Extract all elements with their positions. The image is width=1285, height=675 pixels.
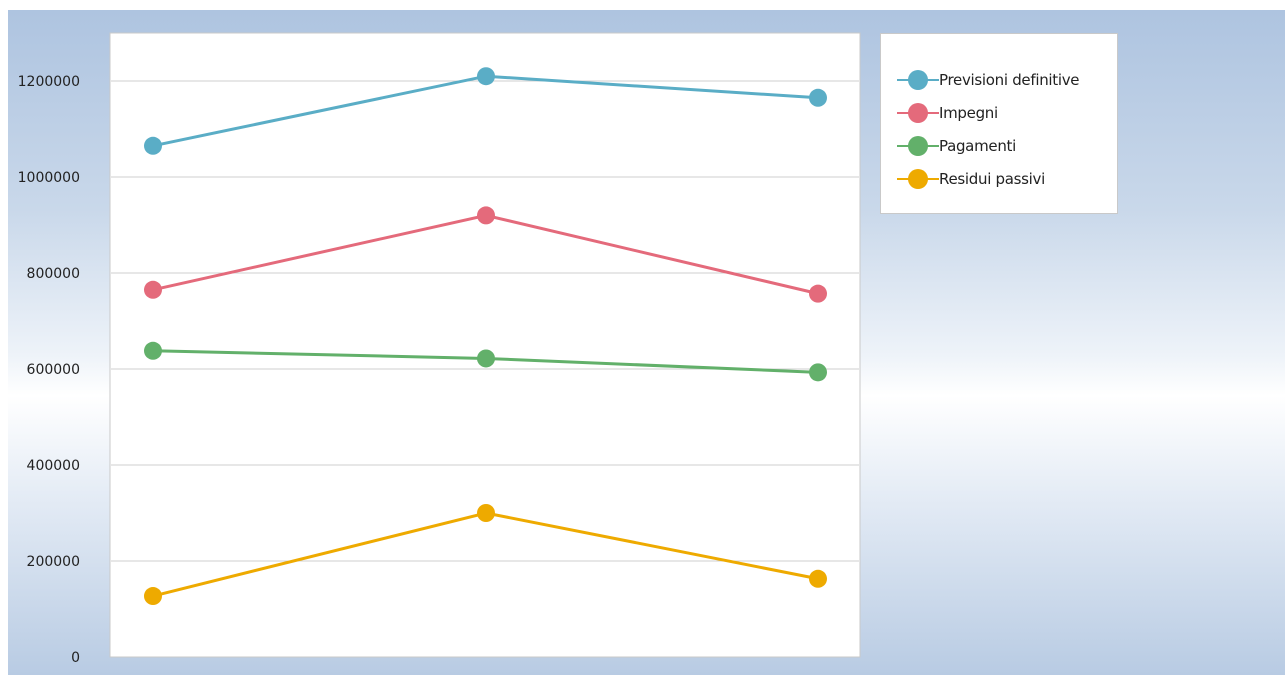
data-point[interactable] bbox=[477, 504, 495, 522]
y-axis-ticks: 0 200000 400000 600000 800000 1000000 1200000 bbox=[18, 74, 80, 666]
data-point[interactable] bbox=[477, 349, 495, 368]
data-point[interactable] bbox=[809, 284, 827, 303]
legend-item-impegni: Impegni bbox=[881, 101, 1117, 125]
series-1 bbox=[144, 206, 827, 303]
series-0 bbox=[144, 67, 827, 155]
series-layer bbox=[144, 67, 827, 606]
y-tick-label: 0 bbox=[71, 650, 80, 666]
legend-item-previsioni-definitive: Previsioni definitive bbox=[881, 68, 1117, 92]
y-tick-label: 1200000 bbox=[18, 74, 80, 90]
series-3 bbox=[144, 504, 827, 606]
data-point[interactable] bbox=[809, 569, 827, 588]
legend-label: Pagamenti bbox=[939, 137, 1016, 155]
legend-item-pagamenti: Pagamenti bbox=[881, 134, 1117, 158]
legend-marker-icon bbox=[897, 136, 939, 156]
data-point[interactable] bbox=[809, 88, 827, 107]
y-tick-label: 400000 bbox=[27, 458, 80, 474]
data-point[interactable] bbox=[809, 363, 827, 382]
data-point[interactable] bbox=[144, 136, 162, 155]
y-tick-label: 800000 bbox=[27, 266, 80, 282]
y-tick-label: 200000 bbox=[27, 554, 80, 570]
data-point[interactable] bbox=[144, 280, 162, 299]
series-2 bbox=[144, 341, 827, 382]
data-point[interactable] bbox=[144, 341, 162, 360]
y-tick-label: 600000 bbox=[27, 362, 80, 378]
y-tick-label: 1000000 bbox=[18, 170, 80, 186]
legend: Previsioni definitive Impegni Pagamenti … bbox=[880, 33, 1118, 214]
plot-area bbox=[109, 32, 861, 658]
legend-item-residui-passivi: Residui passivi bbox=[881, 167, 1117, 191]
legend-label: Residui passivi bbox=[939, 170, 1045, 188]
legend-label: Impegni bbox=[939, 104, 998, 122]
legend-marker-icon bbox=[897, 103, 939, 123]
legend-label: Previsioni definitive bbox=[939, 71, 1080, 89]
legend-marker-icon bbox=[897, 169, 939, 189]
data-point[interactable] bbox=[477, 67, 495, 86]
data-point[interactable] bbox=[477, 206, 495, 225]
data-point[interactable] bbox=[144, 587, 162, 606]
legend-marker-icon bbox=[897, 70, 939, 90]
